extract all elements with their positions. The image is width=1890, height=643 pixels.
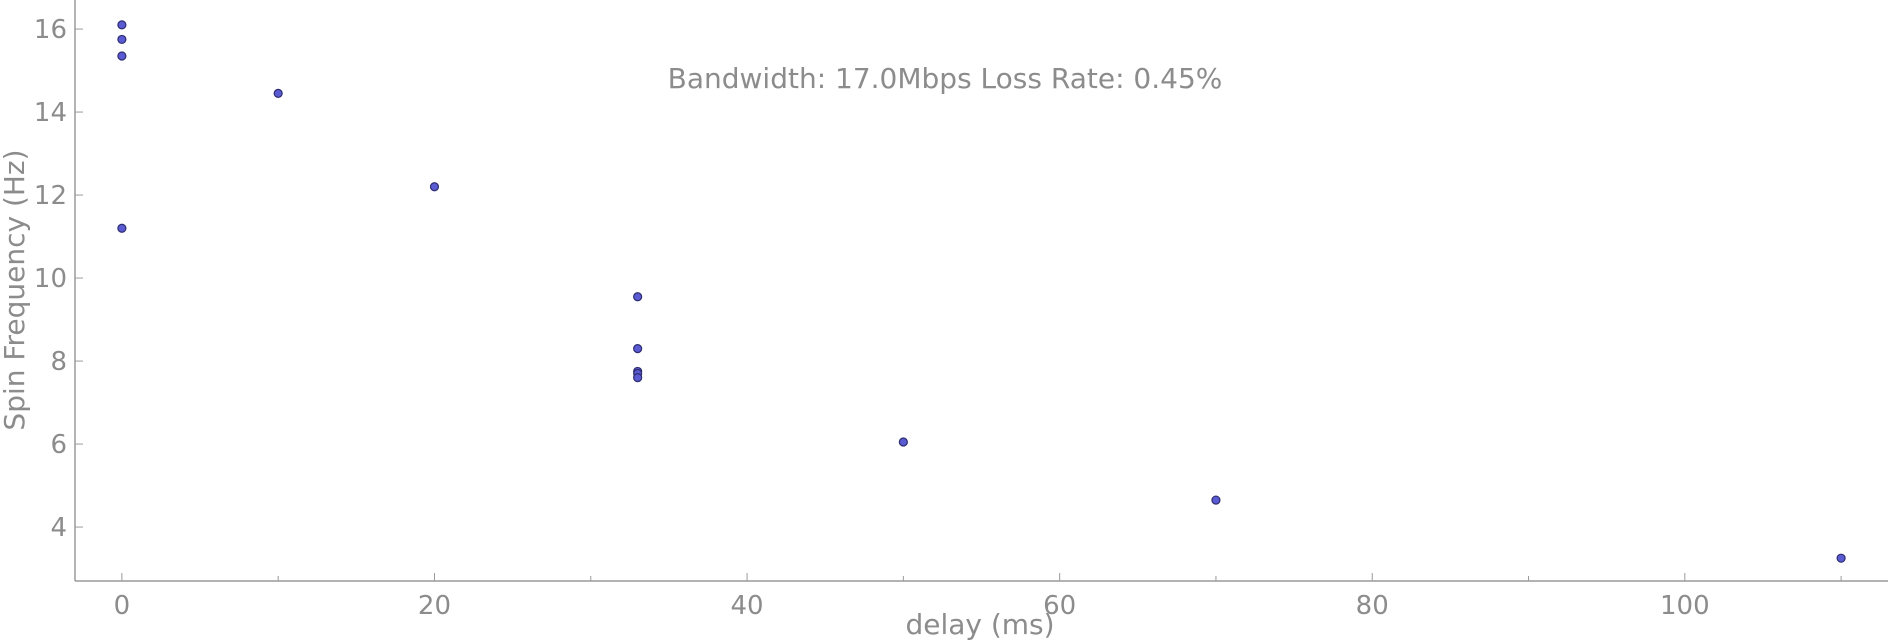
y-ticks: 4 6 8 10 12 14 16 <box>34 15 83 543</box>
axes <box>74 0 1888 582</box>
y-tick-label: 4 <box>50 513 67 543</box>
x-tick-label: 20 <box>418 591 451 621</box>
x-tick-label: 60 <box>1043 591 1076 621</box>
data-point <box>898 437 908 447</box>
x-ticks: 0 20 40 60 80 100 <box>114 573 1842 621</box>
data-point <box>117 34 127 45</box>
data-point <box>1836 553 1846 563</box>
y-tick-label: 16 <box>34 15 67 45</box>
data-point <box>633 373 643 383</box>
data-points <box>117 20 1846 563</box>
data-point <box>633 344 643 354</box>
y-tick-label: 10 <box>34 264 67 294</box>
data-point <box>117 20 127 30</box>
y-tick-label: 12 <box>34 181 67 211</box>
data-point <box>117 223 127 233</box>
y-tick-label: 6 <box>50 430 67 460</box>
data-point <box>633 292 643 302</box>
y-tick-label: 14 <box>34 98 67 128</box>
x-tick-label: 80 <box>1356 591 1389 621</box>
x-tick-label: 100 <box>1660 591 1710 621</box>
data-point <box>117 51 127 61</box>
y-axis-label: Spin Frequency (Hz) <box>0 149 31 430</box>
chart-annotation: Bandwidth: 17.0Mbps Loss Rate: 0.45% <box>668 62 1223 95</box>
y-tick-label: 8 <box>50 347 67 377</box>
x-tick-label: 0 <box>114 591 131 621</box>
data-point <box>273 88 283 98</box>
data-point <box>1211 495 1221 505</box>
x-tick-label: 40 <box>731 591 764 621</box>
x-axis-label: delay (ms) <box>905 608 1054 641</box>
data-point <box>429 182 440 192</box>
